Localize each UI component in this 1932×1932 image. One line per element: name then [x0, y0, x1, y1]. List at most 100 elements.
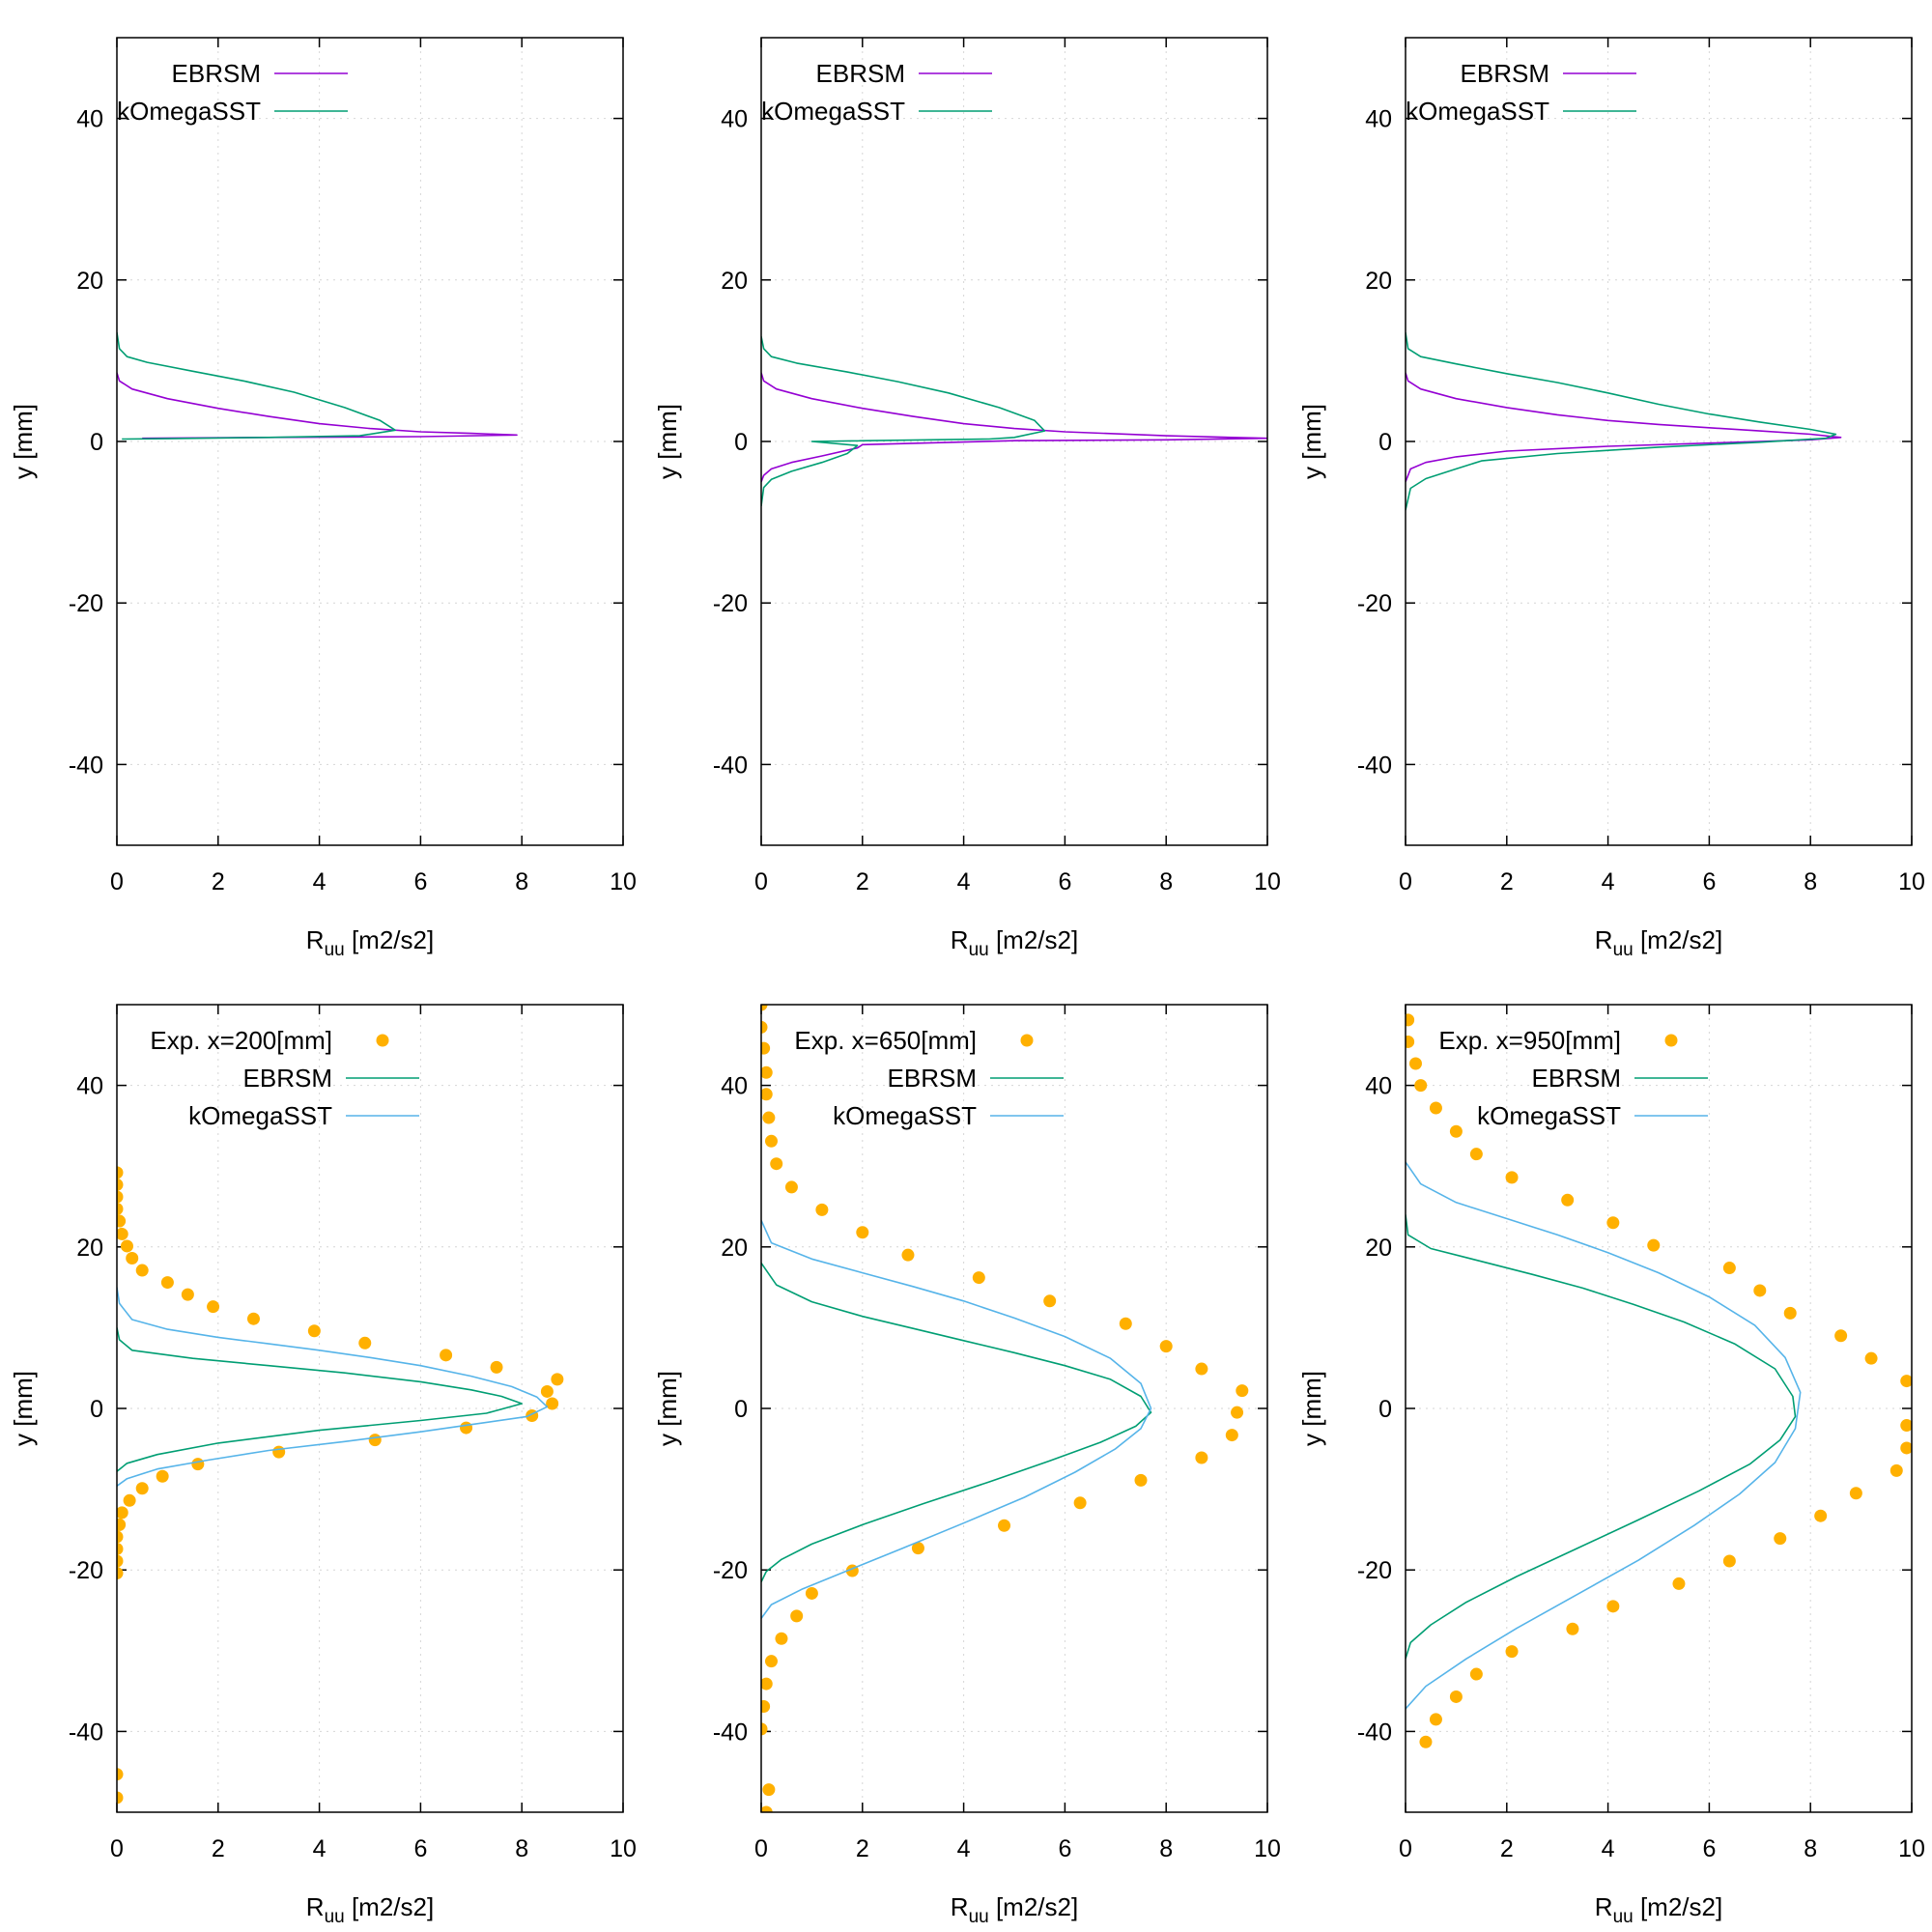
data-point — [368, 1434, 382, 1447]
x-tick-label: 6 — [1702, 1835, 1716, 1862]
series-line-komegasst — [1406, 1161, 1802, 1710]
x-axis-subscript: uu — [969, 940, 989, 960]
data-point — [117, 1530, 124, 1544]
data-point — [1225, 1429, 1238, 1442]
x-tick-label: 0 — [754, 868, 768, 895]
plot-frame — [116, 1004, 624, 1813]
data-point — [1073, 1496, 1087, 1510]
legend-label: EBRSM — [816, 59, 905, 88]
legend-label: kOmegaSST — [188, 1101, 332, 1130]
x-tick-label: 6 — [413, 868, 427, 895]
legend-swatch-point — [1020, 1034, 1034, 1047]
data-point — [191, 1458, 205, 1471]
plot-frame — [116, 37, 624, 846]
data-point — [1449, 1690, 1463, 1703]
y-tick-label: 0 — [90, 1396, 103, 1423]
x-tick-label: 4 — [957, 1835, 971, 1862]
data-point — [790, 1609, 804, 1623]
y-tick-label: -20 — [69, 1557, 103, 1584]
data-point — [761, 1677, 773, 1690]
legend-label: kOmegaSST — [1477, 1101, 1621, 1130]
data-point — [126, 1252, 139, 1265]
plot-area — [117, 331, 518, 440]
y-tick-label: 0 — [1378, 429, 1392, 456]
data-point — [1119, 1317, 1132, 1330]
data-point — [1722, 1262, 1736, 1275]
legend-swatch-point — [1664, 1034, 1678, 1047]
data-point — [764, 1134, 778, 1148]
x-tick-label: 4 — [313, 868, 327, 895]
data-point — [117, 1506, 128, 1520]
data-point — [246, 1312, 260, 1325]
plot-area — [117, 1166, 564, 1804]
x-tick-label: 6 — [413, 1835, 427, 1862]
data-point — [551, 1373, 564, 1386]
chart-panel-1: 0 2 4 6 8 10 -40 -20 0 20 40 EBRSM kOmegaSST Ruu [m2/… — [9, 37, 637, 960]
data-point — [1647, 1238, 1661, 1252]
data-point — [761, 1699, 771, 1713]
x-tick-label: 4 — [1602, 868, 1615, 895]
series-line-ebrsm — [761, 372, 1267, 483]
data-point — [117, 1190, 124, 1204]
x-axis-symbol: R — [306, 1892, 325, 1921]
x-tick-label: 2 — [1500, 868, 1514, 895]
data-point — [770, 1157, 783, 1171]
data-point — [1449, 1124, 1463, 1138]
data-point — [1505, 1171, 1519, 1184]
data-point — [540, 1384, 554, 1398]
legend-label: EBRSM — [888, 1064, 977, 1093]
y-axis-title: y [mm] — [653, 1371, 682, 1446]
x-tick-label: 8 — [1159, 868, 1173, 895]
data-point — [1429, 1101, 1442, 1115]
x-tick-label: 8 — [1804, 868, 1817, 895]
y-tick-label: -20 — [713, 1557, 748, 1584]
x-tick-label: 2 — [212, 868, 225, 895]
y-tick-label: -20 — [69, 590, 103, 617]
y-tick-label: 20 — [1365, 268, 1392, 295]
y-tick-label: 40 — [76, 106, 103, 133]
x-axis-symbol: R — [306, 925, 325, 954]
y-tick-label: 40 — [1365, 106, 1392, 133]
y-tick-label: 0 — [90, 429, 103, 456]
x-tick-label: 4 — [313, 1835, 327, 1862]
x-axis-subscript: uu — [325, 1907, 345, 1927]
data-point — [117, 1518, 127, 1531]
chart-panel-6: 0 2 4 6 8 10 -40 -20 0 20 40 Exp. x=950[mm] EBRSM kOm… — [1297, 1004, 1925, 1927]
y-tick-label: 20 — [1365, 1235, 1392, 1262]
data-point — [117, 1214, 127, 1228]
x-axis-symbol: R — [951, 1892, 969, 1921]
x-axis-unit: [m2/s2] — [989, 1892, 1078, 1921]
y-axis-title: y [mm] — [1297, 1371, 1326, 1446]
x-tick-label: 2 — [1500, 1835, 1514, 1862]
data-point — [764, 1655, 778, 1668]
y-tick-label: 20 — [76, 268, 103, 295]
data-point — [117, 1227, 128, 1240]
legend-label: Exp. x=950[mm] — [1438, 1026, 1621, 1055]
data-point — [972, 1271, 985, 1285]
chart-panel-5: 0 2 4 6 8 10 -40 -20 0 20 40 Exp. x=650[mm] EBRSM kOm… — [653, 1004, 1281, 1927]
data-point — [775, 1632, 788, 1645]
data-point — [901, 1248, 915, 1262]
x-axis-title: Ruu [m2/s2] — [951, 925, 1078, 960]
plot-area — [1406, 1013, 1912, 1748]
data-point — [307, 1324, 321, 1338]
x-tick-label: 0 — [1399, 868, 1412, 895]
data-point — [1429, 1713, 1442, 1726]
data-point — [181, 1288, 194, 1301]
plot-frame — [1405, 37, 1913, 846]
data-point — [762, 1783, 776, 1797]
y-tick-label: -40 — [69, 752, 103, 779]
x-tick-label: 6 — [1058, 868, 1071, 895]
y-tick-label: 40 — [721, 106, 748, 133]
data-point — [358, 1336, 372, 1350]
data-point — [815, 1203, 829, 1216]
data-point — [160, 1276, 174, 1290]
data-point — [135, 1264, 149, 1277]
data-point — [1505, 1645, 1519, 1659]
data-point — [440, 1349, 453, 1362]
data-point — [123, 1493, 136, 1507]
data-point — [1606, 1600, 1620, 1613]
data-point — [761, 1005, 768, 1011]
plot-area — [761, 336, 1267, 507]
data-point — [272, 1445, 286, 1459]
